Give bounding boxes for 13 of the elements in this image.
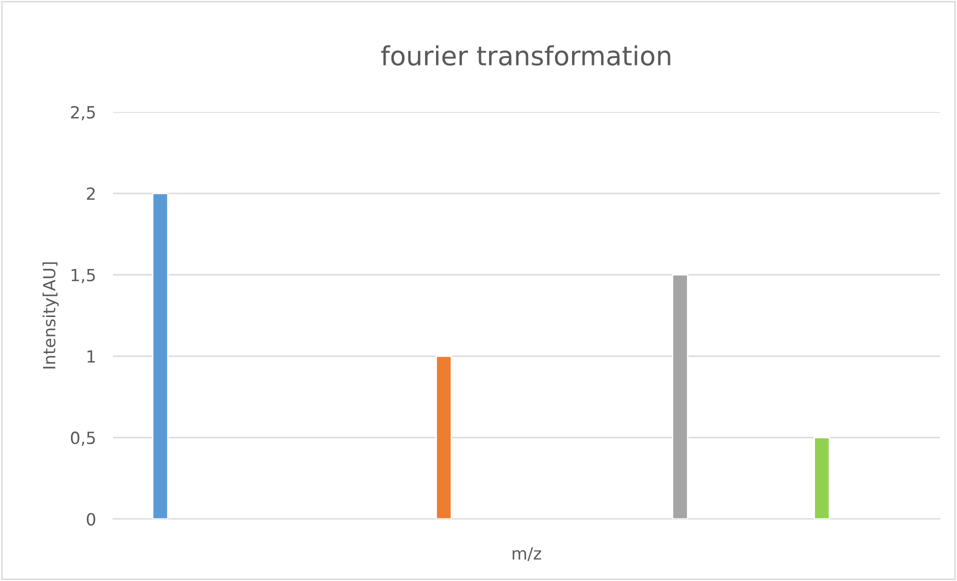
- y-axis-title: Intensity[AU]: [42, 262, 59, 368]
- bar: [672, 274, 688, 519]
- y-tick-label: 1,5: [72, 268, 95, 284]
- bar: [152, 192, 169, 519]
- bar: [436, 356, 452, 519]
- y-tick-label: 0: [86, 512, 96, 526]
- y-tick-label: 2,5: [71, 106, 95, 120]
- y-tick-label: 1: [88, 350, 95, 363]
- chart-title: fourier transformation: [381, 45, 670, 66]
- y-tick-label: 0,5: [70, 432, 95, 446]
- x-axis-title: m/z: [512, 547, 542, 561]
- y-tick-label: 2: [86, 187, 95, 200]
- bar: [814, 436, 830, 519]
